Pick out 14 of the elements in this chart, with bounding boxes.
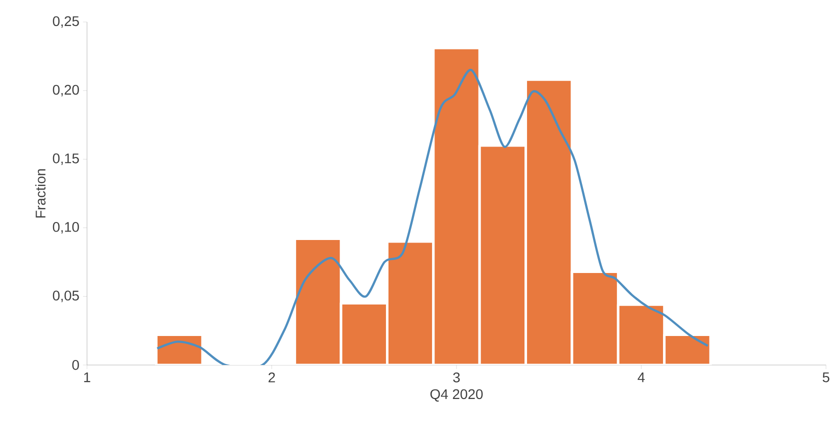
x-tick-label: 1 xyxy=(84,372,90,382)
y-tick-label: 0,05 xyxy=(52,290,79,302)
y-tick-label: 0,10 xyxy=(52,222,79,234)
y-tick-label: 0,20 xyxy=(52,84,79,96)
x-tick-label: 2 xyxy=(268,372,275,382)
y-tick-label: 0,25 xyxy=(52,16,79,28)
x-tick-label: 4 xyxy=(638,372,645,382)
x-axis-title: Q4 2020 xyxy=(430,389,483,402)
y-axis-title: Fraction xyxy=(35,169,46,218)
x-tick-label: 3 xyxy=(453,372,460,382)
y-tick-label: 0 xyxy=(72,360,79,370)
y-tick-label: 0,15 xyxy=(52,153,79,165)
x-tick-label: 5 xyxy=(822,372,830,382)
line-series xyxy=(156,68,709,365)
